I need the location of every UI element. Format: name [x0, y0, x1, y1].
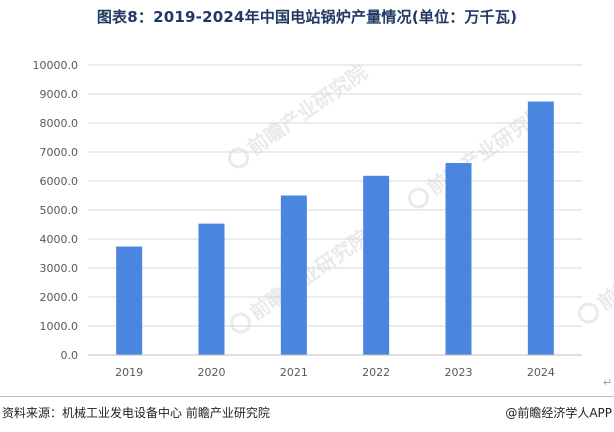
x-tick-label: 2023 — [445, 366, 473, 379]
watermark-logo-icon — [408, 187, 430, 209]
x-tick-labels: 2019 2020 2021 2022 2023 2024 — [115, 366, 555, 379]
x-tick-label: 2022 — [362, 366, 390, 379]
chart-title: 图表8：2019-2024年中国电站锅炉产量情况(单位：万千瓦) — [96, 8, 518, 26]
y-tick-label: 5000.0 — [40, 204, 79, 217]
paragraph-return-mark: ↵ — [603, 376, 613, 389]
watermark-text: 前瞻产业研究院 — [243, 60, 371, 160]
y-tick-label: 1000.0 — [40, 320, 79, 333]
y-tick-label: 7000.0 — [40, 146, 79, 159]
gridlines — [88, 64, 582, 327]
watermark-logo-icon — [578, 302, 600, 324]
x-tick-label: 2024 — [527, 366, 555, 379]
y-tick-labels: 0.0 1000.0 2000.0 3000.0 4000.0 5000.0 6000.0 7… — [33, 59, 79, 362]
bar-2019 — [116, 246, 143, 355]
watermark-logo-icon — [230, 312, 252, 334]
bar-2023 — [445, 163, 472, 355]
watermark-logo-icon — [228, 147, 250, 169]
source-note: 资料来源：机械工业发电设备中心 前瞻产业研究院 — [2, 406, 270, 420]
y-tick-label: 10000.0 — [33, 59, 79, 72]
y-tick-label: 9000.0 — [40, 88, 79, 101]
y-tick-label: 8000.0 — [40, 117, 79, 130]
bar-2024 — [527, 101, 554, 355]
bars — [116, 101, 554, 355]
y-tick-label: 4000.0 — [40, 233, 79, 246]
x-tick-label: 2021 — [280, 366, 308, 379]
watermark-2: 前瞻产业研究院 — [578, 215, 614, 324]
watermark-text: 前瞻产业研究院 — [593, 215, 614, 315]
bar-2022 — [363, 175, 390, 355]
bar-2021 — [280, 195, 307, 355]
watermark-0: 前瞻产业研究院 — [228, 60, 372, 169]
x-tick-label: 2020 — [198, 366, 226, 379]
footer-divider — [0, 396, 614, 397]
y-tick-label: 0.0 — [61, 349, 79, 362]
credit-note: @前瞻经济学人APP — [505, 406, 612, 420]
y-tick-label: 6000.0 — [40, 175, 79, 188]
bar-2020 — [198, 223, 225, 355]
watermark-text: 前瞻产业研究院 — [245, 225, 373, 325]
y-tick-label: 2000.0 — [40, 291, 79, 304]
x-tick-label: 2019 — [115, 366, 143, 379]
y-tick-label: 3000.0 — [40, 262, 79, 275]
